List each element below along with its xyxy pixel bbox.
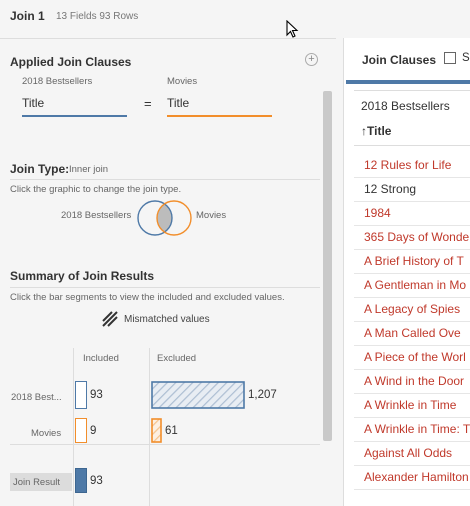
field-value-row[interactable]: A Wrinkle in Time: T (364, 422, 470, 436)
field-value-row[interactable]: A Wind in the Door (364, 374, 465, 388)
summary-title: Summary of Join Results (10, 269, 155, 283)
field-value-row[interactable]: 12 Rules for Life (364, 158, 452, 172)
table-color-bar (346, 80, 470, 84)
mismatched-legend-label: Mismatched values (124, 314, 210, 325)
join-type-venn-diagram[interactable] (136, 199, 194, 237)
field-value-row[interactable]: 12 Strong (364, 182, 417, 196)
movies-excluded-count: 61 (165, 425, 178, 437)
join-result-count: 93 (90, 475, 103, 487)
field-header-title[interactable]: ↑Title (361, 124, 392, 138)
chart-divider-bottom (10, 444, 320, 445)
field-value-row[interactable]: 1984 (364, 206, 391, 220)
applied-join-clauses-title: Applied Join Clauses (10, 55, 132, 69)
row-separator (354, 273, 470, 274)
right-table-name: Movies (167, 76, 198, 87)
chart-divider-left (73, 348, 74, 506)
field-value-row[interactable]: A Wrinkle in Time (364, 398, 457, 412)
join-title: Join 1 (10, 9, 45, 23)
bestsellers-excluded-count: 1,207 (248, 389, 277, 401)
chart-divider-right (149, 348, 150, 506)
add-join-clause-icon[interactable]: + (305, 53, 318, 66)
field-value-row[interactable]: 365 Days of Wonde (364, 230, 470, 244)
field-value-row[interactable]: A Legacy of Spies (364, 302, 461, 316)
join-clauses-title: Join Clauses (362, 53, 437, 67)
row-separator (354, 201, 470, 202)
field-value-row[interactable]: A Gentleman in Mo (364, 278, 467, 292)
row-separator (354, 465, 470, 466)
field-value-row[interactable]: Alexander Hamilton (364, 470, 469, 484)
join-type-label: Join Type: (10, 162, 70, 176)
field-value-row[interactable]: A Piece of the Worl (364, 350, 466, 364)
show-checkbox-label: S (462, 52, 470, 64)
row-separator (354, 369, 470, 370)
row-separator (354, 489, 470, 490)
show-checkbox[interactable] (444, 52, 456, 64)
join-type-value: Inner join (69, 164, 109, 175)
left-join-field[interactable]: Title (22, 96, 127, 117)
join-clauses-pane: Join Clauses S 2018 Bestsellers ↑Title 1… (343, 38, 470, 506)
bestsellers-included-count: 93 (90, 389, 103, 401)
row-separator (354, 393, 470, 394)
field-value-row[interactable]: A Man Called Ove (364, 326, 461, 340)
join-settings-pane: Applied Join Clauses + 2018 Bestsellers … (0, 38, 336, 506)
left-table-name: 2018 Bestsellers (22, 76, 93, 87)
field-table-name: 2018 Bestsellers (361, 99, 450, 113)
row-separator (354, 225, 470, 226)
venn-right-label: Movies (196, 210, 227, 221)
join-header: Join 1 13 Fields 93 Rows (0, 0, 470, 34)
settings-scrollbar[interactable] (323, 91, 332, 441)
row-separator (354, 249, 470, 250)
join-meta: 13 Fields 93 Rows (56, 11, 139, 22)
movies-included-count: 9 (90, 425, 97, 437)
field-value-row[interactable]: A Brief History of T (364, 254, 464, 268)
bestsellers-excluded-bar[interactable] (151, 381, 245, 409)
separator (10, 287, 320, 288)
separator (10, 179, 320, 180)
row-separator (354, 177, 470, 178)
row-separator (354, 417, 470, 418)
hatch-legend-icon (102, 311, 118, 327)
movies-included-bar[interactable] (75, 418, 87, 443)
summary-hint: Click the bar segments to view the inclu… (10, 292, 285, 303)
movies-excluded-bar[interactable] (151, 418, 162, 443)
row-separator (354, 321, 470, 322)
field-value-row[interactable]: Against All Odds (364, 446, 453, 460)
separator (354, 90, 470, 91)
excluded-column-header: Excluded (157, 353, 197, 364)
row-label-bestsellers: 2018 Best... (11, 392, 62, 403)
separator (354, 145, 470, 146)
mouse-cursor-icon (286, 20, 299, 38)
row-label-join-result: Join Result (10, 473, 72, 491)
row-separator (354, 345, 470, 346)
join-type-hint: Click the graphic to change the join typ… (10, 184, 182, 195)
row-separator (354, 441, 470, 442)
bestsellers-included-bar[interactable] (75, 381, 87, 409)
join-result-bar[interactable] (75, 468, 87, 493)
right-join-field[interactable]: Title (167, 96, 272, 117)
row-label-movies: Movies (31, 428, 62, 439)
row-separator (354, 297, 470, 298)
join-operator[interactable]: = (144, 96, 152, 111)
venn-left-label: 2018 Bestsellers (61, 210, 132, 221)
included-column-header: Included (83, 353, 119, 364)
